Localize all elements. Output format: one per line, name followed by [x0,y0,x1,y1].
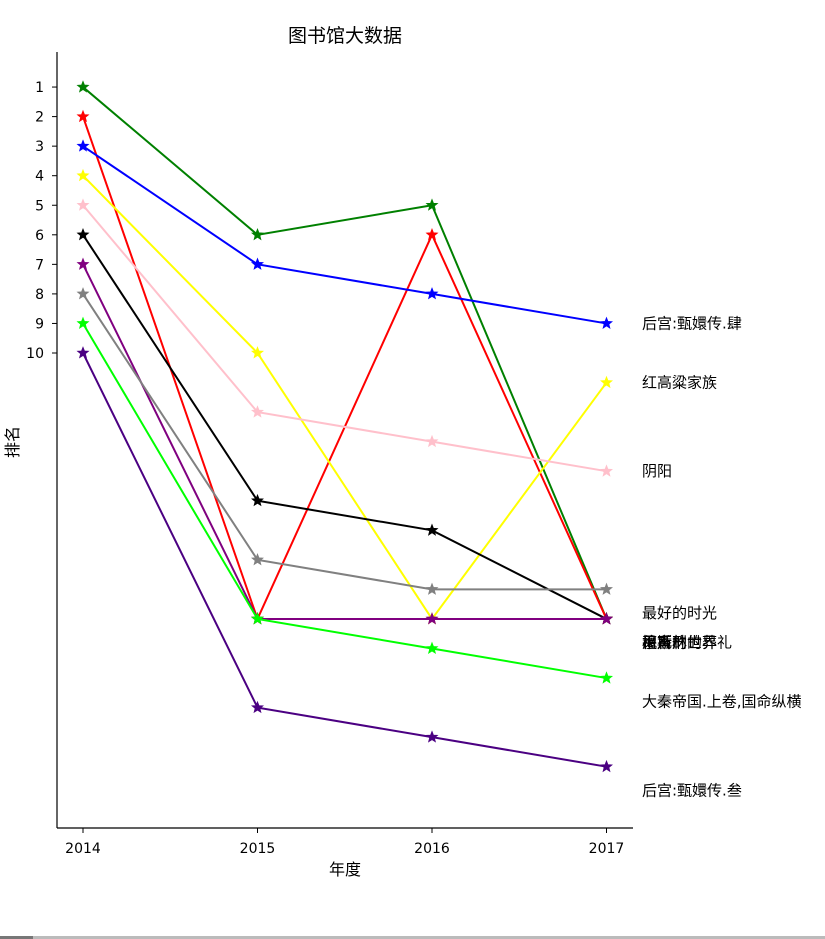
data-point-star [251,405,264,418]
data-point-star [600,464,613,477]
series-7 [76,257,613,625]
data-point-star [251,612,264,625]
y-tick-label: 5 [35,198,44,214]
series-10 [76,346,613,773]
data-point-star [600,612,613,625]
series-2 [76,109,613,625]
series-5 [76,198,613,477]
x-tick-label: 2017 [589,841,625,857]
data-point-star [600,759,613,773]
series-line [82,322,607,680]
end-label: 平凡的世界 [642,634,717,652]
data-point-star [76,287,90,300]
data-point-star [251,700,264,714]
data-point-star [251,227,264,241]
y-tick-label: 1 [35,80,44,96]
x-axis-ticks: 2014 2015 2016 2017 [65,828,624,857]
data-point-star [76,168,90,182]
data-point-star [425,582,439,595]
chart-title: 图书馆大数据 [288,25,402,47]
y-axis-ticks: 1 2 3 4 5 6 7 8 9 10 [26,80,57,362]
data-point-star [251,493,264,507]
data-point-star [600,582,613,595]
series-line [82,293,607,591]
data-point-star [425,434,439,448]
y-tick-label: 6 [35,228,44,244]
data-point-star [76,346,90,359]
series-line [82,263,607,620]
end-label: 最好的时光 [642,604,717,622]
bottom-scrollbar [0,936,825,939]
end-label: 后宫:甄嬛传.叁 [642,781,742,799]
x-axis-label: 年度 [329,860,361,879]
data-point-star [251,257,264,270]
y-tick-label: 8 [35,287,44,303]
series-1 [76,80,613,625]
end-label: 风声 [642,634,672,652]
data-point-star [76,316,90,329]
end-label: 后宫:甄嬛传.肆 [642,314,742,332]
series-4 [76,168,613,625]
x-tick-label: 2016 [414,841,450,857]
series-line [82,204,607,473]
data-point-star [425,612,439,625]
data-point-star [76,198,90,211]
data-point-star [251,553,264,566]
x-tick-label: 2014 [65,841,101,857]
end-label: 大秦帝国.上卷,国命纵横 [642,693,802,711]
y-tick-label: 10 [26,346,44,362]
x-tick-label: 2015 [240,841,276,857]
series-layer [76,80,613,773]
y-tick-label: 7 [35,257,44,273]
data-point-star [600,375,613,389]
series-line [82,352,607,768]
series-line [82,174,608,621]
end-label: 檀香刑 [642,634,687,652]
series-line [82,116,608,622]
data-point-star [425,198,439,211]
series-line [82,86,608,620]
data-point-star [425,641,439,655]
y-tick-label: 2 [35,110,44,126]
series-9 [76,316,613,684]
data-point-star [425,730,439,743]
data-point-star [76,139,90,152]
data-point-star [76,80,90,93]
data-point-star [600,671,613,684]
end-label: 红高粱家族 [642,374,717,392]
data-point-star [600,316,613,329]
end-label: 阴阳 [642,462,672,480]
data-point-star [76,257,90,270]
y-tick-label: 4 [35,169,44,185]
y-tick-label: 3 [35,139,44,155]
data-point-star [425,287,439,300]
series-line [82,234,607,620]
end-label: 穆斯林的葬礼 [642,634,732,652]
series-3 [76,139,613,329]
data-point-star [251,346,264,359]
end-labels: 后宫:甄嬛传.肆红高粱家族阴阳最好的时光平凡的世界穆斯林的葬礼檀香刑风声大秦帝国… [642,314,802,799]
data-point-star [425,227,439,241]
data-point-star [76,227,90,241]
data-point-star [76,109,90,123]
series-8 [76,287,613,595]
data-point-star [425,523,439,536]
series-line [82,145,607,325]
y-tick-label: 9 [35,316,44,332]
y-axis-label: 排名 [3,426,22,458]
